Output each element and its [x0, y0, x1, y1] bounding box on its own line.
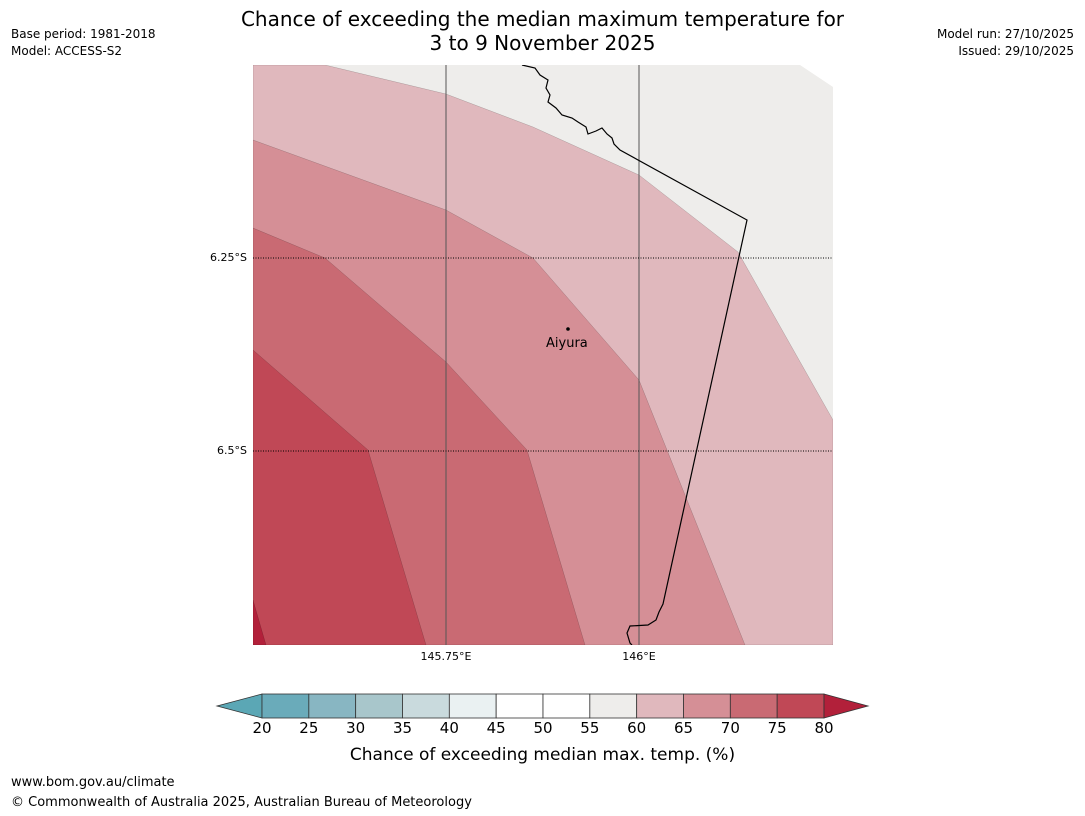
colorbar-extend-high	[823, 693, 870, 719]
colorbar-segment-20-25	[261, 693, 310, 719]
colorbar-segment-70-75	[729, 693, 778, 719]
colorbar-segment-65-70	[683, 693, 731, 719]
colorbar-segment-75-80	[776, 693, 825, 719]
city-label-aiyura: Aiyura	[546, 336, 588, 351]
colorbar-segment-25-30	[308, 693, 357, 719]
colorbar-segment-35-40	[402, 693, 450, 719]
colorbar-tick-50: 50	[533, 719, 553, 737]
colorbar-tick-35: 35	[392, 719, 413, 737]
colorbar-tick-65: 65	[673, 719, 694, 737]
colorbar-segment-60-65	[636, 693, 684, 719]
lat-label-6-25: 6.25°S	[210, 251, 247, 264]
province-boundary	[521, 65, 748, 645]
colorbar-segment-30-35	[355, 693, 403, 719]
meta-right: Model run: 27/10/2025 Issued: 29/10/2025	[937, 26, 1074, 60]
meta-left: Base period: 1981-2018 Model: ACCESS-S2	[11, 26, 156, 60]
lat-label-6-5: 6.5°S	[217, 444, 247, 457]
map-title: Chance of exceeding the median maximum t…	[0, 7, 1085, 55]
colorbar-tick-30: 30	[346, 719, 366, 737]
colorbar-tick-55: 55	[580, 719, 600, 737]
colorbar-tick-80: 80	[814, 719, 834, 737]
fill-over-80	[253, 599, 267, 645]
colorbar-tick-20: 20	[252, 719, 272, 737]
map-blank-corner	[800, 65, 833, 87]
footer-url: www.bom.gov.au/climate	[11, 775, 175, 790]
map-title-line2: 3 to 9 November 2025	[429, 31, 656, 55]
colorbar-extend-low	[215, 693, 263, 719]
colorbar-segment-40-45	[448, 693, 497, 719]
colorbar-tick-40: 40	[439, 719, 459, 737]
model-run-text: Model run: 27/10/2025	[936, 27, 1074, 41]
map-plot-area	[253, 65, 833, 645]
colorbar-label: Chance of exceeding median max. temp. (%…	[349, 745, 736, 765]
issued-text: Issued: 29/10/2025	[958, 44, 1074, 58]
city-marker-aiyura	[566, 327, 570, 331]
colorbar-tick-25: 25	[299, 719, 319, 737]
colorbar-tick-75: 75	[767, 719, 787, 737]
model-text: Model: ACCESS-S2	[11, 44, 123, 58]
colorbar-tick-45: 45	[486, 719, 506, 737]
footer-copyright: © Commonwealth of Australia 2025, Austra…	[11, 795, 472, 810]
colorbar-tick-70: 70	[720, 719, 740, 737]
colorbar-segment-45-50	[495, 693, 544, 719]
colorbar-tick-60: 60	[627, 719, 647, 737]
base-period-text: Base period: 1981-2018	[11, 27, 156, 41]
lon-label-145-75: 145.75°E	[420, 650, 472, 663]
fill-75-80	[253, 349, 427, 645]
lon-label-146: 146°E	[622, 650, 656, 663]
colorbar-segment-50-55	[542, 693, 591, 719]
colorbar-segment-55-60	[589, 693, 638, 719]
colorbar	[215, 693, 870, 719]
map-title-line1: Chance of exceeding the median maximum t…	[240, 7, 845, 31]
